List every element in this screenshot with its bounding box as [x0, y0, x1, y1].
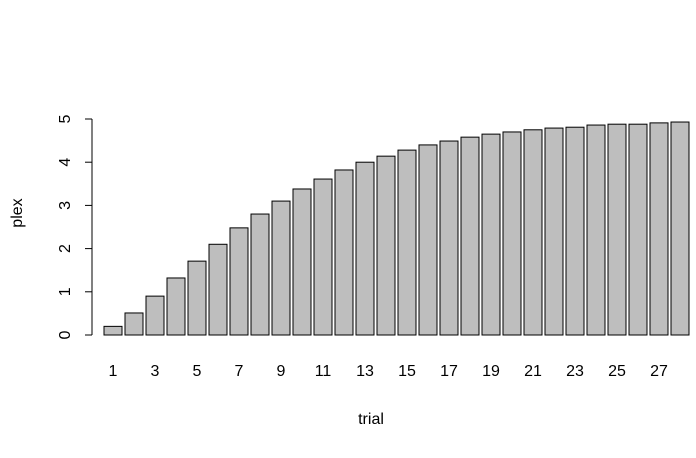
bar [103, 325, 123, 336]
bar [271, 200, 291, 336]
x-tick-label: 15 [398, 363, 416, 380]
x-tick-label: 5 [193, 363, 202, 380]
bar [628, 123, 648, 336]
x-tick-label: 25 [608, 363, 626, 380]
bar [502, 131, 522, 336]
bar [586, 124, 606, 336]
bar [166, 277, 186, 336]
bar [334, 169, 354, 336]
bar [124, 312, 144, 336]
bar [313, 178, 333, 336]
bar [439, 140, 459, 336]
bar [565, 126, 585, 336]
x-tick-label: 21 [524, 363, 542, 380]
bar [481, 133, 501, 336]
bar [145, 295, 165, 336]
bar [460, 136, 480, 336]
x-tick-label: 19 [482, 363, 500, 380]
y-tick-label: 2 [57, 244, 74, 253]
x-tick-label: 1 [109, 363, 118, 380]
y-axis-label: plex [9, 198, 26, 227]
bar [418, 144, 438, 336]
bar [397, 149, 417, 336]
bar [376, 155, 396, 336]
y-tick-label: 1 [57, 287, 74, 296]
x-tick-label: 13 [356, 363, 374, 380]
x-tick-label: 27 [650, 363, 668, 380]
x-tick-label: 11 [315, 363, 332, 380]
bar [292, 188, 312, 336]
bar [670, 121, 690, 336]
y-tick-label: 3 [57, 201, 74, 210]
x-tick-label: 23 [566, 363, 584, 380]
bar [649, 122, 669, 336]
bar [355, 161, 375, 336]
bar [607, 123, 627, 336]
x-tick-label: 3 [151, 363, 160, 380]
y-tick-label: 0 [57, 330, 74, 339]
bar [208, 243, 228, 336]
y-tick-label: 4 [57, 158, 74, 167]
x-tick-label: 17 [440, 363, 458, 380]
bar [229, 227, 249, 336]
y-tick-label: 5 [57, 114, 74, 123]
x-tick-label: 7 [235, 363, 244, 380]
x-tick-label: 9 [277, 363, 286, 380]
bar [544, 127, 564, 336]
bar [187, 260, 207, 336]
bar [250, 213, 270, 336]
bar [523, 129, 543, 336]
x-axis-label: trial [358, 411, 384, 428]
